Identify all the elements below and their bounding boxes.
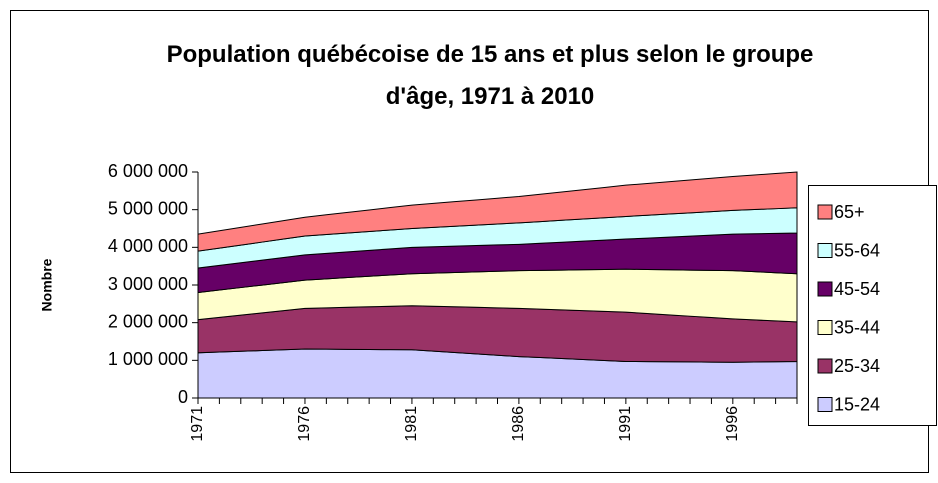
x-tick-label: 1971 xyxy=(189,406,206,442)
x-tick-label: 1976 xyxy=(296,406,313,442)
x-tick-label: 1981 xyxy=(403,406,420,442)
legend-box xyxy=(808,185,937,426)
legend-swatch xyxy=(817,204,833,220)
legend-swatch xyxy=(817,358,833,374)
legend-swatch xyxy=(817,281,833,297)
chart-title: Population québécoise de 15 ans et plus … xyxy=(166,41,814,110)
area xyxy=(197,171,798,252)
legend-swatch xyxy=(817,320,833,335)
y-tick-label: 2 000 000 xyxy=(108,311,188,331)
y-tick-label: 4 000 000 xyxy=(108,236,188,256)
y-tick-label: 6 000 000 xyxy=(108,161,188,181)
y-axis-label: Nombre xyxy=(39,258,55,311)
legend-label: 35-44 xyxy=(834,317,880,337)
y-tick-label: 3 000 000 xyxy=(108,274,188,294)
legend-swatch xyxy=(817,243,833,258)
legend-label: 15-24 xyxy=(834,394,880,414)
legend-label: 45-54 xyxy=(834,279,880,299)
x-tick-label: 1996 xyxy=(724,406,741,442)
legend-label: 65+ xyxy=(834,202,865,222)
legend-label: 55-64 xyxy=(834,240,880,260)
y-tick-label: 0 xyxy=(178,387,188,407)
legend-label: 25-34 xyxy=(834,356,880,376)
x-tick-label: 1991 xyxy=(617,406,634,442)
y-tick-label: 1 000 000 xyxy=(108,349,188,369)
y-tick-label: 5 000 000 xyxy=(108,198,188,218)
legend-swatch xyxy=(817,397,833,412)
x-tick-label: 1986 xyxy=(510,406,527,442)
